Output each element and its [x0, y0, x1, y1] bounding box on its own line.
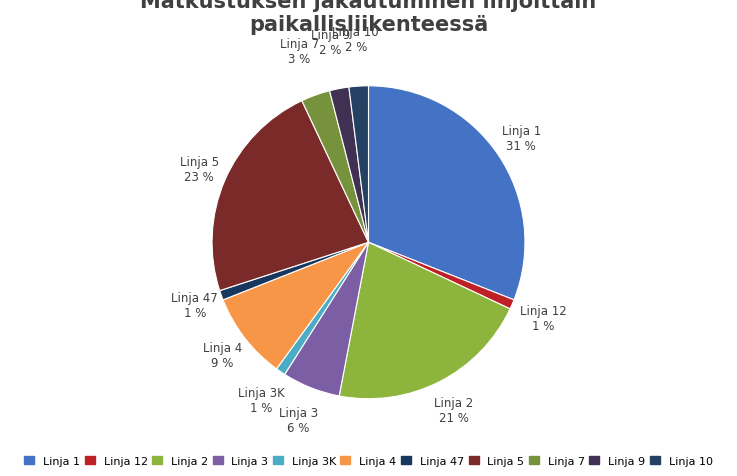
- Text: Linja 3K
1 %: Linja 3K 1 %: [238, 387, 284, 414]
- Wedge shape: [212, 101, 368, 291]
- Text: Linja 10
2 %: Linja 10 2 %: [332, 26, 379, 54]
- Wedge shape: [349, 87, 368, 243]
- Wedge shape: [329, 88, 368, 243]
- Text: Linja 1
31 %: Linja 1 31 %: [502, 125, 541, 153]
- Text: Linja 5
23 %: Linja 5 23 %: [180, 156, 219, 184]
- Text: Linja 3
6 %: Linja 3 6 %: [279, 406, 318, 434]
- Wedge shape: [284, 243, 368, 396]
- Text: Linja 4
9 %: Linja 4 9 %: [203, 342, 242, 370]
- Text: Linja 7
3 %: Linja 7 3 %: [280, 38, 319, 66]
- Wedge shape: [220, 243, 368, 300]
- Wedge shape: [339, 243, 510, 399]
- Wedge shape: [302, 91, 368, 243]
- Text: Linja 12
1 %: Linja 12 1 %: [520, 305, 567, 332]
- Legend: Linja 1, Linja 12, Linja 2, Linja 3, Linja 3K, Linja 4, Linja 47, Linja 5, Linja: Linja 1, Linja 12, Linja 2, Linja 3, Lin…: [24, 456, 713, 466]
- Wedge shape: [368, 243, 514, 309]
- Wedge shape: [223, 243, 368, 369]
- Text: Linja 2
21 %: Linja 2 21 %: [434, 396, 473, 424]
- Wedge shape: [368, 87, 525, 300]
- Text: Linja 47
1 %: Linja 47 1 %: [172, 291, 218, 319]
- Title: Matkustuksen jakautuminen linjoittain
paikallisliikenteessä: Matkustuksen jakautuminen linjoittain pa…: [140, 0, 597, 35]
- Wedge shape: [276, 243, 368, 375]
- Text: Linja 9
2 %: Linja 9 2 %: [311, 30, 350, 58]
